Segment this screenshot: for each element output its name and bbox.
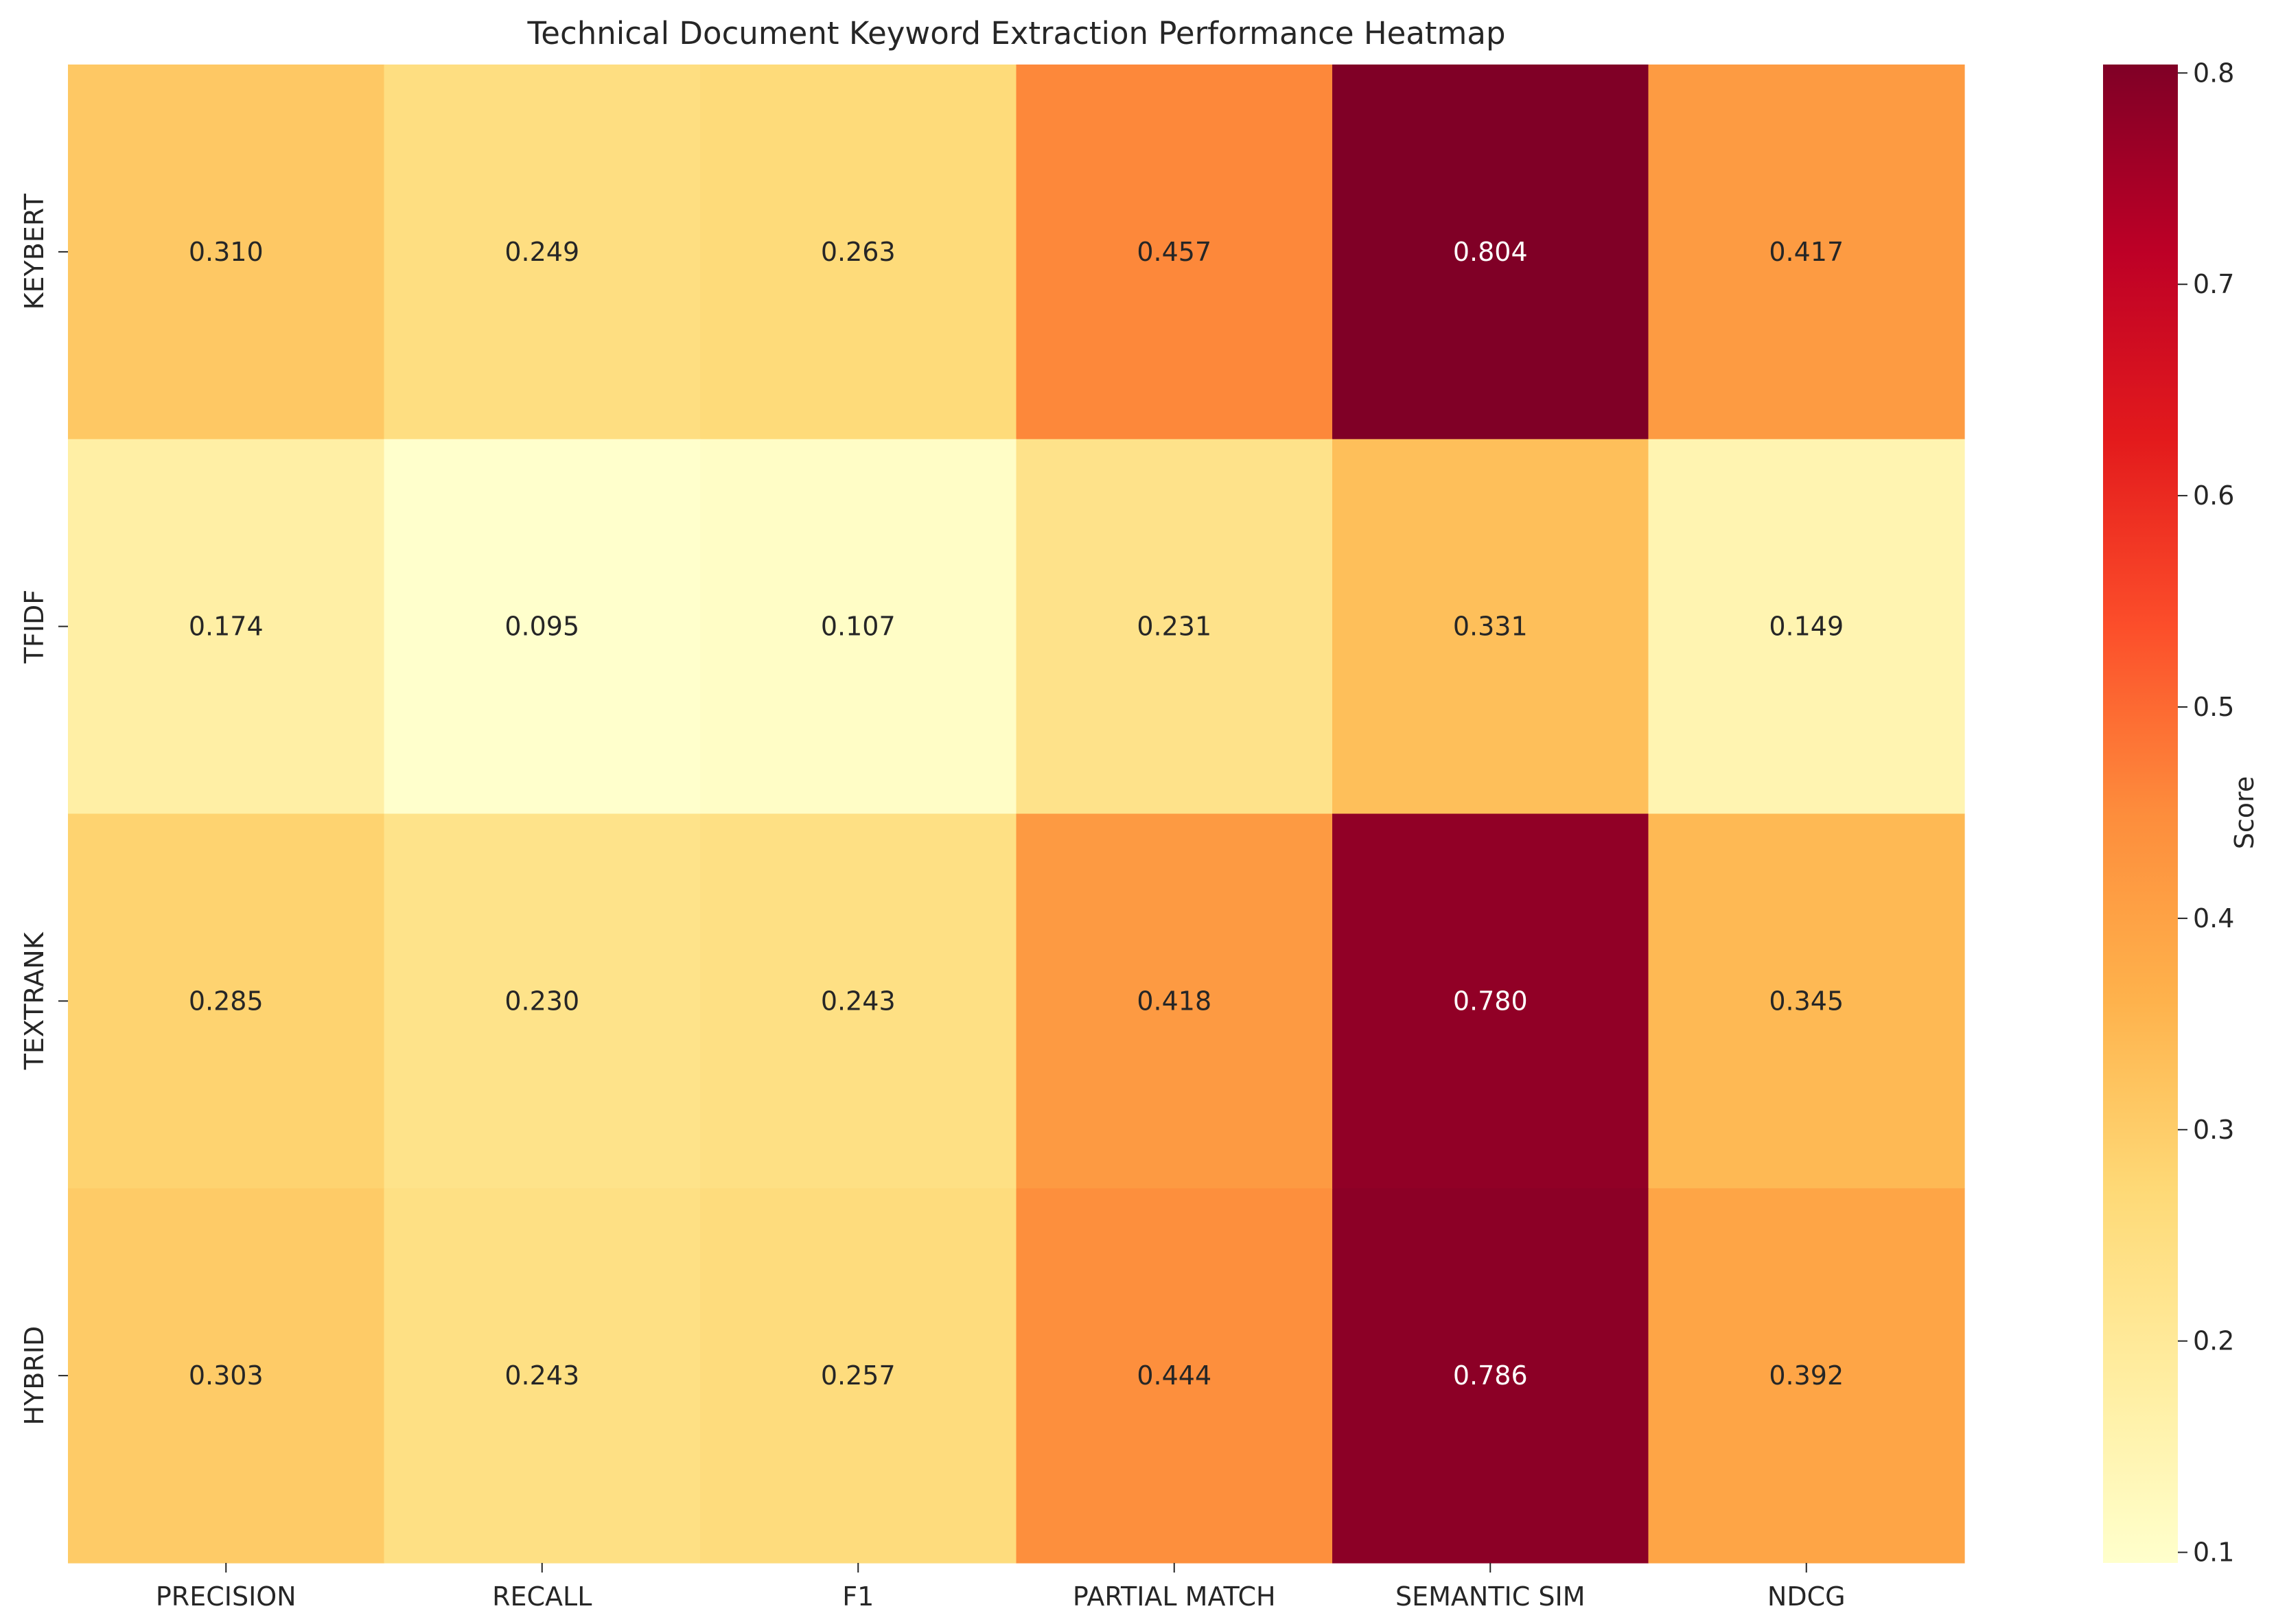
- cell-value-label: 0.444: [1137, 1360, 1211, 1391]
- x-tick-label: F1: [842, 1581, 874, 1612]
- cell-value-label: 0.249: [504, 237, 579, 267]
- y-tick-label: TFIDF: [19, 590, 49, 664]
- chart-title: Technical Document Keyword Extraction Pe…: [526, 15, 1505, 51]
- cell-value-label: 0.786: [1453, 1360, 1528, 1391]
- heatmap-cell: [700, 439, 1017, 815]
- colorbar-tick-label: 0.1: [2193, 1538, 2234, 1568]
- heatmap-cell: [1332, 1188, 1649, 1564]
- colorbar-tick-label: 0.4: [2193, 903, 2234, 933]
- heatmap-cell: [700, 65, 1017, 440]
- cell-value-label: 0.418: [1137, 986, 1211, 1016]
- heatmap-cell: [700, 813, 1017, 1189]
- heatmap-cell: [1648, 1188, 1965, 1564]
- heatmap-cell: [700, 1188, 1017, 1564]
- cell-value-label: 0.780: [1453, 986, 1528, 1016]
- heatmap-cell: [384, 65, 701, 440]
- cell-value-label: 0.230: [504, 986, 579, 1016]
- colorbar-tick-label: 0.7: [2193, 269, 2234, 299]
- y-axis: KEYBERT TFIDF TEXTRANK HYBRID: [19, 194, 68, 1426]
- colorbar-tick-label: 0.5: [2193, 692, 2234, 722]
- heatmap-cell: [384, 813, 701, 1189]
- cell-value-label: 0.417: [1769, 237, 1844, 267]
- heatmap-cell: [1016, 813, 1333, 1189]
- cell-value-label: 0.392: [1769, 1360, 1844, 1391]
- x-tick-label: SEMANTIC SIM: [1395, 1581, 1585, 1612]
- cell-value-label: 0.310: [189, 237, 264, 267]
- heatmap-cell: [1648, 813, 1965, 1189]
- heatmap-cell: [1016, 1188, 1333, 1564]
- heatmap-cell: [68, 813, 385, 1189]
- cell-value-label: 0.285: [189, 986, 264, 1016]
- heatmap-cell: [1016, 439, 1333, 815]
- cell-value-label: 0.243: [504, 1360, 579, 1391]
- heatmap-cell: [68, 439, 385, 815]
- heatmap-cell: [68, 65, 385, 440]
- x-tick-label: NDCG: [1767, 1581, 1846, 1612]
- colorbar-tick-label: 0.3: [2193, 1115, 2234, 1145]
- cell-value-label: 0.107: [821, 612, 896, 642]
- heatmap-cell: [384, 439, 701, 815]
- cell-value-label: 0.231: [1137, 612, 1211, 642]
- x-tick-label: PRECISION: [156, 1581, 297, 1612]
- colorbar-tick-label: 0.8: [2193, 58, 2234, 88]
- y-tick-label: TEXTRANK: [19, 931, 49, 1070]
- cell-value-label: 0.243: [821, 986, 896, 1016]
- cell-value-label: 0.174: [189, 612, 264, 642]
- colorbar: 0.1 0.2 0.3 0.4 0.5 0.6 0.7 0.8: [2103, 58, 2234, 1568]
- heatmap-cell: [1332, 65, 1649, 440]
- x-tick-label: RECALL: [492, 1581, 592, 1612]
- cell-value-label: 0.331: [1453, 612, 1528, 642]
- colorbar-label: Score: [2229, 776, 2260, 849]
- y-tick-label: HYBRID: [19, 1326, 49, 1426]
- colorbar-gradient: [2103, 65, 2178, 1563]
- heatmap-cells: 0.310 0.249 0.263 0.457 0.804 0.417 0.174 0.095…: [68, 65, 1965, 1564]
- cell-value-label: 0.149: [1769, 612, 1844, 642]
- y-tick-label: KEYBERT: [19, 194, 49, 310]
- heatmap-cell: [1016, 65, 1333, 440]
- heatmap-cell: [68, 1188, 385, 1564]
- colorbar-tick-label: 0.6: [2193, 480, 2234, 511]
- heatmap-cell: [1332, 813, 1649, 1189]
- x-axis: PRECISION RECALL F1 PARTIAL MATCH SEMANTIC S…: [156, 1563, 1846, 1612]
- cell-value-label: 0.257: [821, 1360, 896, 1391]
- cell-value-label: 0.263: [821, 237, 896, 267]
- heatmap-cell: [1332, 439, 1649, 815]
- x-tick-label: PARTIAL MATCH: [1073, 1581, 1276, 1612]
- cell-value-label: 0.457: [1137, 237, 1211, 267]
- heatmap-cell: [384, 1188, 701, 1564]
- cell-value-label: 0.345: [1769, 986, 1844, 1016]
- heatmap-cell: [1648, 65, 1965, 440]
- colorbar-tick-label: 0.2: [2193, 1326, 2234, 1356]
- heatmap-cell: [1648, 439, 1965, 815]
- cell-value-label: 0.095: [504, 612, 579, 642]
- cell-value-label: 0.804: [1453, 237, 1528, 267]
- cell-value-label: 0.303: [189, 1360, 264, 1391]
